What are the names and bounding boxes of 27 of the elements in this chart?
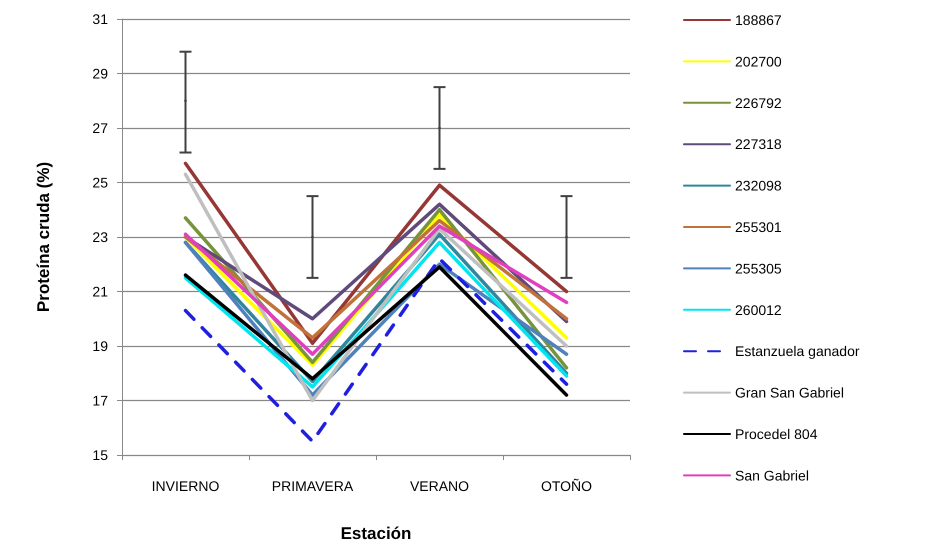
x-tick-label: OTOÑO (540, 478, 592, 494)
legend-label: 188867 (735, 12, 782, 28)
y-tick-label: 25 (92, 174, 108, 190)
y-tick-label: 21 (92, 284, 108, 300)
legend-label: 227318 (735, 136, 782, 152)
legend-label: 255301 (735, 219, 782, 235)
x-tick-label: VERANO (410, 478, 470, 494)
y-tick-label: 19 (92, 338, 108, 354)
x-axis-title: Estación (340, 524, 412, 543)
x-tick-label: PRIMAVERA (272, 478, 354, 494)
y-tick-label: 31 (92, 11, 108, 27)
legend-label: Procedel 804 (735, 426, 818, 442)
legend-label: Estanzuela ganador (735, 343, 860, 360)
legend-label: 202700 (735, 53, 782, 70)
y-axis-title: Proteína cruda (%) (34, 162, 53, 312)
y-tick-label: 23 (92, 229, 108, 245)
legend-label: Gran San Gabriel (735, 384, 844, 401)
legend-label: 226792 (735, 94, 782, 111)
y-tick-label: 15 (92, 447, 108, 463)
y-tick-label: 27 (92, 120, 108, 136)
legend-label: 232098 (735, 178, 782, 194)
y-tick-label: 29 (92, 66, 108, 82)
legend-label: 255305 (735, 260, 782, 276)
x-tick-label: INVIERNO (152, 478, 220, 494)
legend-label: San Gabriel (735, 467, 809, 484)
legend-label: 260012 (735, 302, 782, 318)
y-tick-label: 17 (92, 392, 108, 408)
